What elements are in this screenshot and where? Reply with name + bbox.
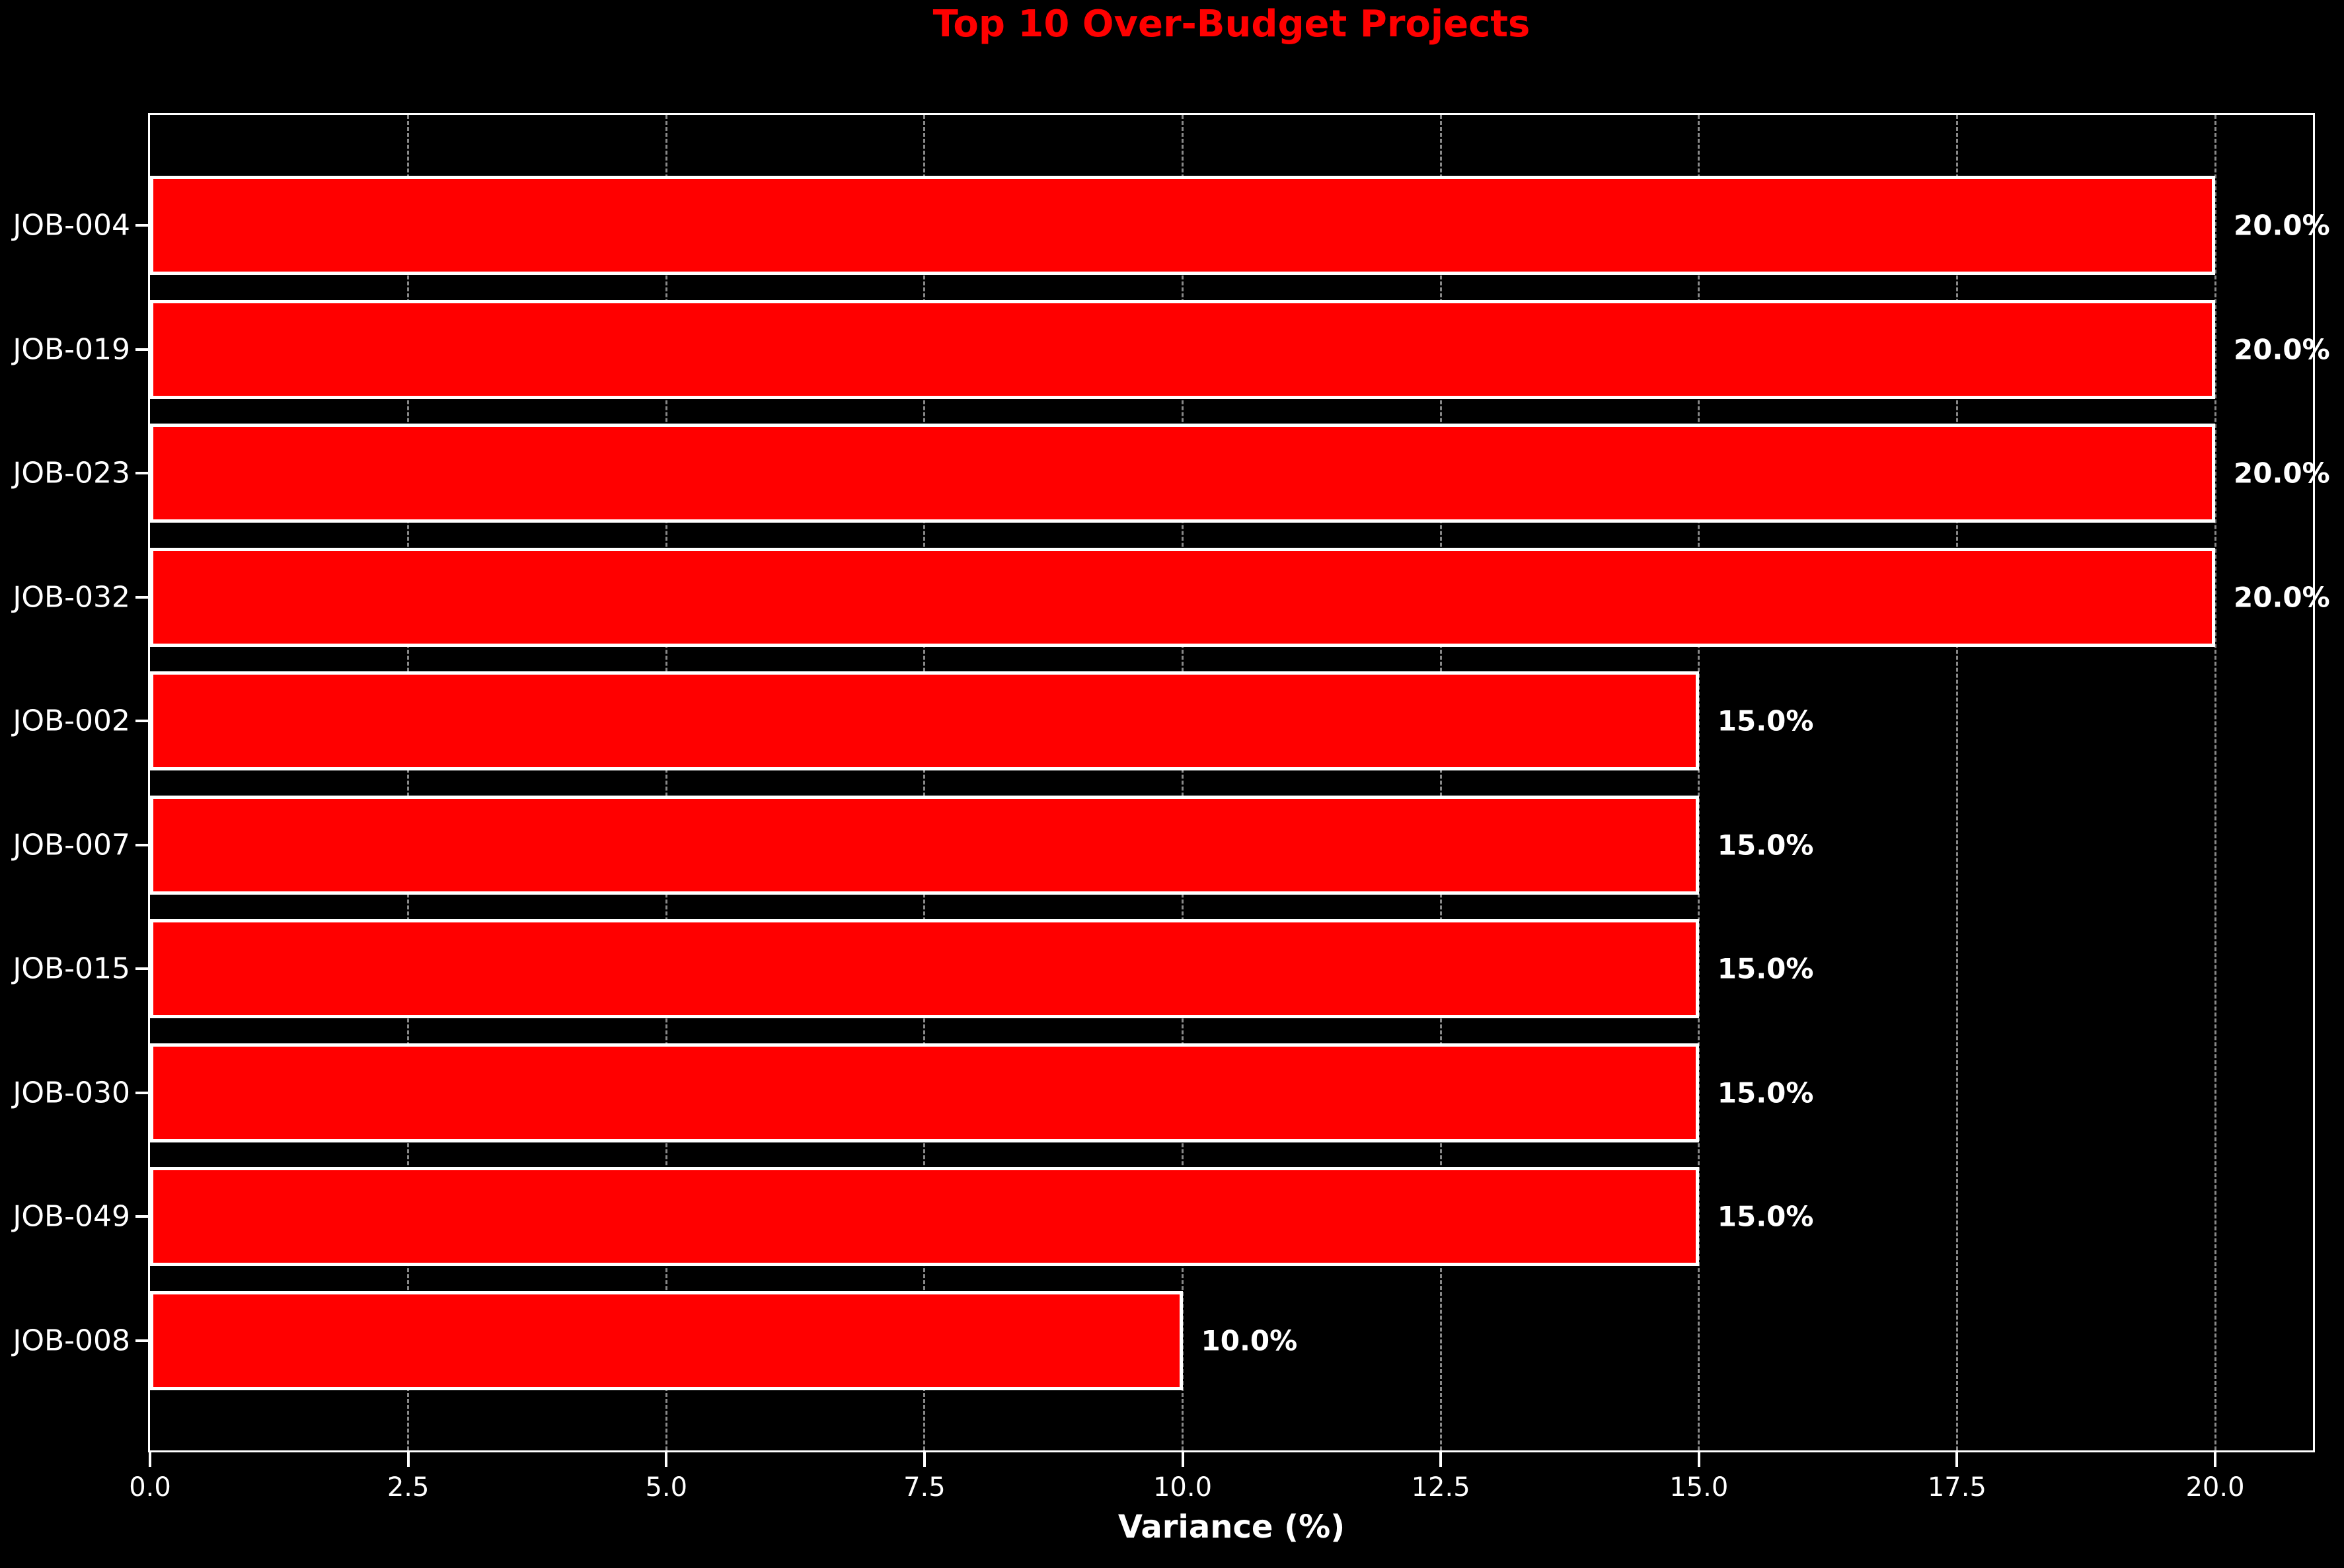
x-axis-tick-label: 20.0: [2185, 1472, 2245, 1503]
gridline: [2214, 115, 2216, 1450]
y-axis-tick-label: JOB-008: [13, 1324, 130, 1357]
x-axis-tick-label: 17.5: [1927, 1472, 1986, 1503]
bar: [150, 424, 2215, 523]
y-axis-tick-label: JOB-032: [13, 580, 130, 614]
y-tick-mark: [135, 595, 150, 599]
x-tick-mark: [1697, 1452, 1700, 1467]
bar: [150, 1290, 1183, 1390]
y-tick-mark: [135, 843, 150, 846]
y-tick-mark: [135, 1091, 150, 1094]
bar-value-label: 10.0%: [1201, 1324, 1298, 1357]
x-tick-mark: [923, 1452, 926, 1467]
x-tick-mark: [149, 1452, 151, 1467]
bar-value-label: 15.0%: [1717, 1200, 1814, 1233]
y-tick-mark: [135, 720, 150, 722]
x-axis-label: Variance (%): [1117, 1509, 1345, 1546]
bar: [150, 547, 2215, 647]
gridline: [407, 115, 410, 1450]
x-tick-mark: [406, 1452, 410, 1467]
bar: [150, 919, 1699, 1018]
bar-value-label: 20.0%: [2234, 581, 2330, 613]
y-axis-tick-label: JOB-002: [13, 704, 130, 738]
chart-title: Top 10 Over-Budget Projects: [932, 3, 1531, 46]
y-tick-mark: [135, 1339, 150, 1342]
x-axis-tick-label: 2.5: [387, 1472, 430, 1503]
y-axis-tick-label: JOB-023: [13, 456, 130, 490]
bar-value-label: 15.0%: [1717, 1076, 1814, 1109]
y-tick-mark: [135, 348, 150, 351]
x-tick-mark: [2214, 1452, 2216, 1467]
x-tick-mark: [665, 1452, 668, 1467]
bar-value-label: 20.0%: [2234, 209, 2330, 242]
bar-value-label: 20.0%: [2234, 333, 2330, 365]
y-tick-mark: [135, 967, 150, 970]
gridline: [665, 115, 667, 1450]
x-axis-tick-label: 7.5: [903, 1472, 946, 1503]
y-axis-tick-label: JOB-030: [13, 1076, 130, 1109]
bar: [150, 795, 1699, 895]
bar-value-label: 15.0%: [1717, 952, 1814, 985]
gridline: [1439, 115, 1442, 1450]
y-tick-mark: [135, 472, 150, 474]
x-tick-mark: [1439, 1452, 1443, 1467]
y-tick-mark: [135, 224, 150, 227]
y-axis-tick-label: JOB-019: [13, 332, 130, 366]
plot-area: 20.0% 20.0% 20.0% 20.0% 15.0% 15.0% 15.0% 15.0%…: [148, 113, 2330, 1452]
bar: [150, 1043, 1699, 1142]
gridline: [1955, 115, 1958, 1450]
bar: [150, 299, 2215, 399]
bar: [150, 671, 1699, 770]
x-axis-tick-label: 15.0: [1669, 1472, 1729, 1503]
x-tick-mark: [1181, 1452, 1184, 1467]
bar-value-label: 15.0%: [1717, 704, 1814, 737]
gridline: [923, 115, 926, 1450]
bar-value-label: 15.0%: [1717, 829, 1814, 861]
x-axis-tick-label: 5.0: [645, 1472, 688, 1503]
y-axis-tick-label: JOB-015: [13, 952, 130, 986]
x-axis-tick-label: 12.5: [1411, 1472, 1470, 1503]
x-axis-tick-label: 0.0: [129, 1472, 171, 1503]
y-axis-tick-label: JOB-007: [13, 828, 130, 862]
gridline: [1182, 115, 1184, 1450]
y-axis-tick-label: JOB-004: [13, 208, 130, 243]
bar: [150, 176, 2215, 275]
bar: [150, 1167, 1699, 1266]
gridline: [1698, 115, 1700, 1450]
y-tick-mark: [135, 1215, 150, 1218]
y-axis-tick-label: JOB-049: [13, 1199, 130, 1234]
x-axis-tick-label: 10.0: [1153, 1472, 1213, 1503]
x-tick-mark: [1955, 1452, 1959, 1467]
bar-value-label: 20.0%: [2234, 457, 2330, 490]
